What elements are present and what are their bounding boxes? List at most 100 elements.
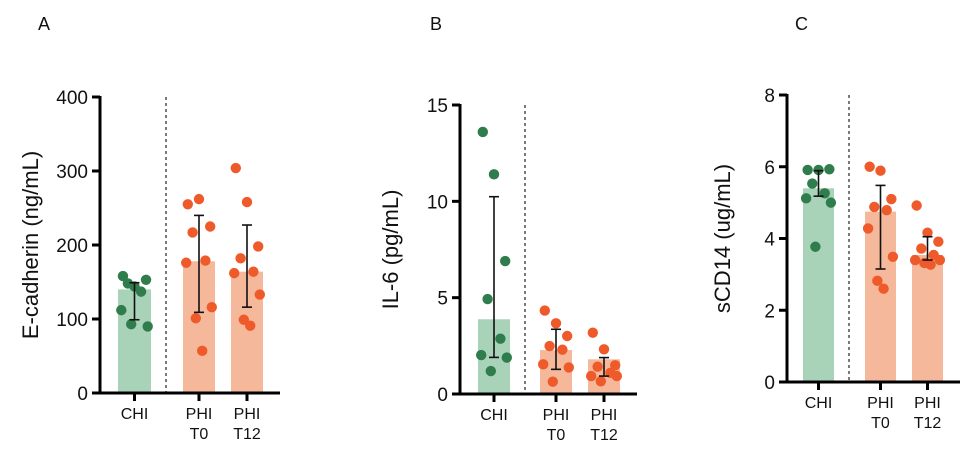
data-point <box>587 327 598 338</box>
data-point <box>824 164 835 175</box>
data-point <box>477 126 488 138</box>
data-point <box>229 267 240 279</box>
data-point <box>807 178 818 189</box>
data-point <box>544 340 555 352</box>
data-point <box>495 333 506 344</box>
data-point <box>539 305 550 316</box>
data-point <box>122 278 134 289</box>
data-point <box>197 345 208 357</box>
y-tick-label: 10 <box>427 192 448 213</box>
data-point <box>126 318 137 330</box>
data-point <box>916 243 927 254</box>
data-point <box>886 193 897 205</box>
y-axis-label: sCD14 (ug/mL) <box>710 164 735 313</box>
y-tick-label: 2 <box>764 301 775 322</box>
data-point <box>825 197 837 208</box>
data-point <box>864 161 875 172</box>
y-tick-label: 6 <box>764 158 775 179</box>
data-point <box>245 320 256 331</box>
data-point <box>500 255 511 267</box>
data-point <box>116 304 127 316</box>
y-tick-label: 300 <box>56 162 88 183</box>
data-point <box>887 251 899 262</box>
data-point <box>881 204 892 216</box>
data-point <box>182 199 193 210</box>
data-point <box>550 318 562 329</box>
x-tick-label: T12 <box>914 415 942 432</box>
data-point <box>933 236 944 247</box>
y-tick-label: 8 <box>764 86 775 107</box>
x-tick-label: PHI <box>234 406 261 423</box>
data-point <box>142 321 153 332</box>
x-tick-label: T12 <box>590 427 618 444</box>
data-point <box>925 259 936 270</box>
data-point <box>140 274 152 285</box>
data-point <box>878 283 889 294</box>
data-point <box>810 241 821 252</box>
data-point <box>205 221 216 232</box>
panel-label: A <box>38 14 50 34</box>
panel-label: C <box>795 14 808 34</box>
data-point <box>482 293 493 305</box>
y-tick-label: 200 <box>56 236 88 257</box>
y-axis-label: E-cadherin (ng/mL) <box>18 151 43 339</box>
data-point <box>248 266 259 277</box>
y-tick-label: 15 <box>427 96 448 117</box>
y-tick-label: 0 <box>764 373 775 394</box>
data-point <box>253 241 264 252</box>
data-point <box>235 253 246 264</box>
data-point <box>117 270 129 282</box>
data-point <box>802 164 813 176</box>
data-point <box>563 362 574 373</box>
x-tick-label: T12 <box>233 426 261 443</box>
x-tick-label: PHI <box>543 407 570 424</box>
data-point <box>800 193 812 204</box>
data-point <box>476 349 487 361</box>
data-point <box>485 365 496 377</box>
data-point <box>193 193 205 205</box>
data-point <box>869 201 880 213</box>
data-point <box>611 370 622 382</box>
data-point <box>200 255 211 266</box>
data-point <box>190 313 201 324</box>
x-tick-label: PHI <box>914 395 941 412</box>
y-tick-label: 400 <box>56 88 88 109</box>
y-tick-label: 4 <box>764 230 775 251</box>
bar <box>803 188 834 382</box>
data-point <box>610 360 621 371</box>
data-point <box>592 361 603 372</box>
x-tick-label: CHI <box>121 406 149 423</box>
panel-label: B <box>430 14 442 34</box>
data-point <box>595 376 606 387</box>
data-point <box>241 196 253 208</box>
data-point <box>598 344 610 355</box>
data-point <box>872 275 883 287</box>
data-point <box>501 352 512 363</box>
data-point <box>538 359 549 370</box>
data-point <box>187 227 198 238</box>
data-point <box>562 330 573 342</box>
x-tick-label: PHI <box>591 407 618 424</box>
x-tick-label: PHI <box>186 406 213 423</box>
data-point <box>488 169 500 180</box>
y-tick-label: 100 <box>56 310 88 331</box>
y-tick-label: 5 <box>437 289 448 310</box>
data-point <box>135 286 147 297</box>
data-point <box>862 223 874 234</box>
data-point <box>586 370 597 382</box>
data-point <box>254 289 265 300</box>
data-point <box>547 376 558 387</box>
data-point <box>909 254 921 266</box>
data-point <box>934 254 946 266</box>
x-tick-label: T0 <box>190 426 209 443</box>
x-tick-label: T0 <box>547 427 566 444</box>
data-point <box>181 257 192 268</box>
data-point <box>230 162 241 174</box>
y-axis-label: IL-6 (pg/mL) <box>378 190 403 310</box>
x-tick-label: CHI <box>480 407 508 424</box>
data-point <box>875 165 886 176</box>
bar <box>912 255 943 382</box>
data-point <box>911 200 922 211</box>
y-tick-label: 0 <box>437 385 448 406</box>
